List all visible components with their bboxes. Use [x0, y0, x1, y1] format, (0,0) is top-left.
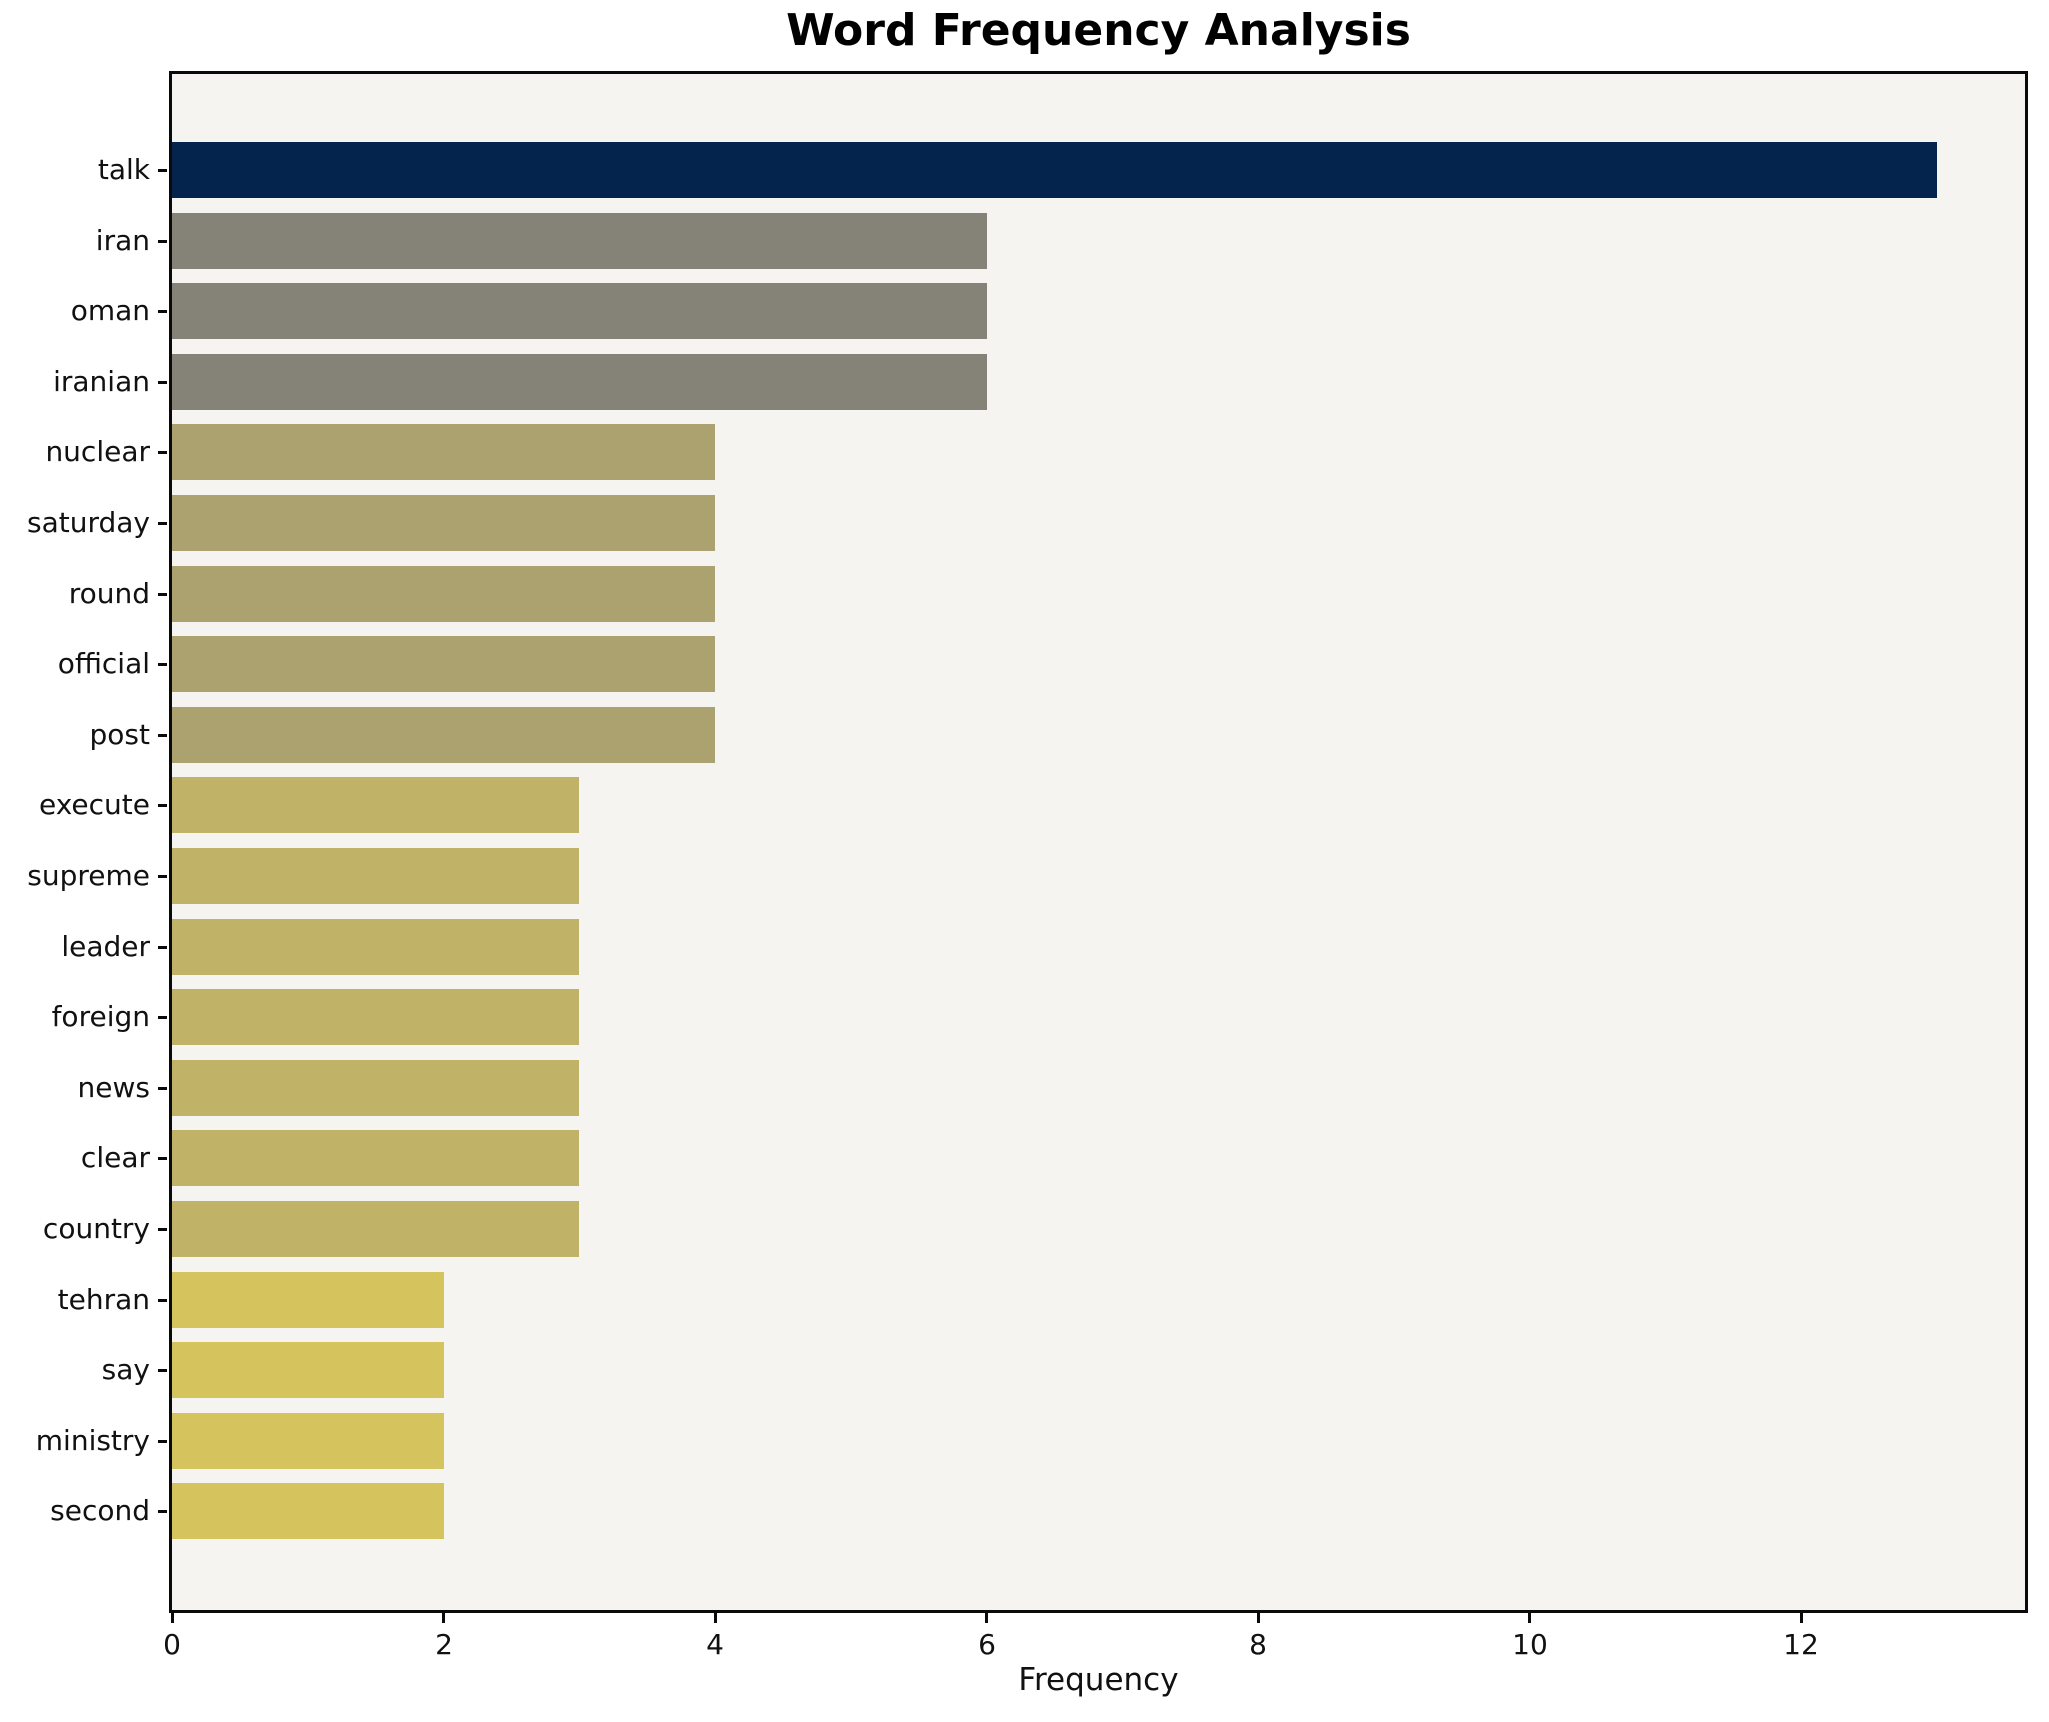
ytick-mark-tehran — [158, 1299, 167, 1302]
bar-tehran — [172, 1272, 444, 1328]
ytick-label-country: country — [42, 1212, 150, 1245]
plot-area — [169, 71, 2028, 1613]
ytick-label-oman: oman — [70, 294, 150, 327]
ytick-mark-leader — [158, 946, 167, 949]
xtick-label-2: 2 — [435, 1628, 453, 1661]
ytick-label-news: news — [77, 1071, 150, 1104]
chart-title: Word Frequency Analysis — [786, 5, 1411, 56]
bar-say — [172, 1342, 444, 1398]
ytick-label-leader: leader — [61, 930, 150, 963]
bar-foreign — [172, 989, 579, 1045]
bar-saturday — [172, 495, 715, 551]
ytick-label-round: round — [68, 577, 150, 610]
ytick-label-tehran: tehran — [57, 1283, 150, 1316]
xtick-label-0: 0 — [163, 1628, 181, 1661]
xtick-mark-12 — [1800, 1613, 1803, 1623]
ytick-mark-round — [158, 593, 167, 596]
ytick-mark-country — [158, 1228, 167, 1231]
xtick-mark-6 — [985, 1613, 988, 1623]
bar-nuclear — [172, 424, 715, 480]
ytick-label-ministry: ministry — [35, 1424, 150, 1457]
ytick-mark-clear — [158, 1157, 167, 1160]
ytick-label-foreign: foreign — [51, 1000, 150, 1033]
bar-country — [172, 1201, 579, 1257]
xtick-mark-4 — [714, 1613, 717, 1623]
bar-news — [172, 1060, 579, 1116]
ytick-mark-ministry — [158, 1440, 167, 1443]
bar-post — [172, 707, 715, 763]
bar-iran — [172, 213, 987, 269]
bar-ministry — [172, 1413, 444, 1469]
xtick-label-12: 12 — [1783, 1628, 1819, 1661]
ytick-mark-second — [158, 1510, 167, 1513]
ytick-mark-saturday — [158, 522, 167, 525]
xtick-label-6: 6 — [978, 1628, 996, 1661]
xtick-mark-10 — [1528, 1613, 1531, 1623]
ytick-mark-talk — [158, 169, 167, 172]
xtick-mark-8 — [1257, 1613, 1260, 1623]
bar-oman — [172, 283, 987, 339]
ytick-label-clear: clear — [80, 1141, 150, 1174]
bar-talk — [172, 142, 1937, 198]
xtick-mark-0 — [171, 1613, 174, 1623]
ytick-mark-official — [158, 663, 167, 666]
ytick-label-iranian: iranian — [53, 365, 150, 398]
xtick-mark-2 — [442, 1613, 445, 1623]
xtick-label-4: 4 — [706, 1628, 724, 1661]
ytick-mark-iran — [158, 240, 167, 243]
ytick-label-saturday: saturday — [27, 506, 150, 539]
ytick-label-say: say — [101, 1353, 150, 1386]
bar-second — [172, 1483, 444, 1539]
ytick-mark-say — [158, 1369, 167, 1372]
ytick-label-execute: execute — [38, 788, 150, 821]
xtick-label-8: 8 — [1249, 1628, 1267, 1661]
ytick-mark-news — [158, 1087, 167, 1090]
bar-clear — [172, 1130, 579, 1186]
ytick-label-official: official — [57, 647, 150, 680]
ytick-label-second: second — [50, 1494, 150, 1527]
ytick-label-post: post — [89, 718, 150, 751]
xtick-label-10: 10 — [1512, 1628, 1548, 1661]
bar-leader — [172, 919, 579, 975]
bar-round — [172, 566, 715, 622]
ytick-label-supreme: supreme — [27, 859, 150, 892]
ytick-label-talk: talk — [97, 153, 150, 186]
ytick-mark-foreign — [158, 1016, 167, 1019]
ytick-label-nuclear: nuclear — [45, 435, 150, 468]
x-axis-label: Frequency — [1018, 1662, 1179, 1698]
bar-supreme — [172, 848, 579, 904]
ytick-label-iran: iran — [95, 224, 150, 257]
ytick-mark-post — [158, 734, 167, 737]
bar-execute — [172, 777, 579, 833]
bar-official — [172, 636, 715, 692]
bar-iranian — [172, 354, 987, 410]
ytick-mark-iranian — [158, 381, 167, 384]
ytick-mark-supreme — [158, 875, 167, 878]
ytick-mark-oman — [158, 310, 167, 313]
ytick-mark-execute — [158, 804, 167, 807]
ytick-mark-nuclear — [158, 451, 167, 454]
